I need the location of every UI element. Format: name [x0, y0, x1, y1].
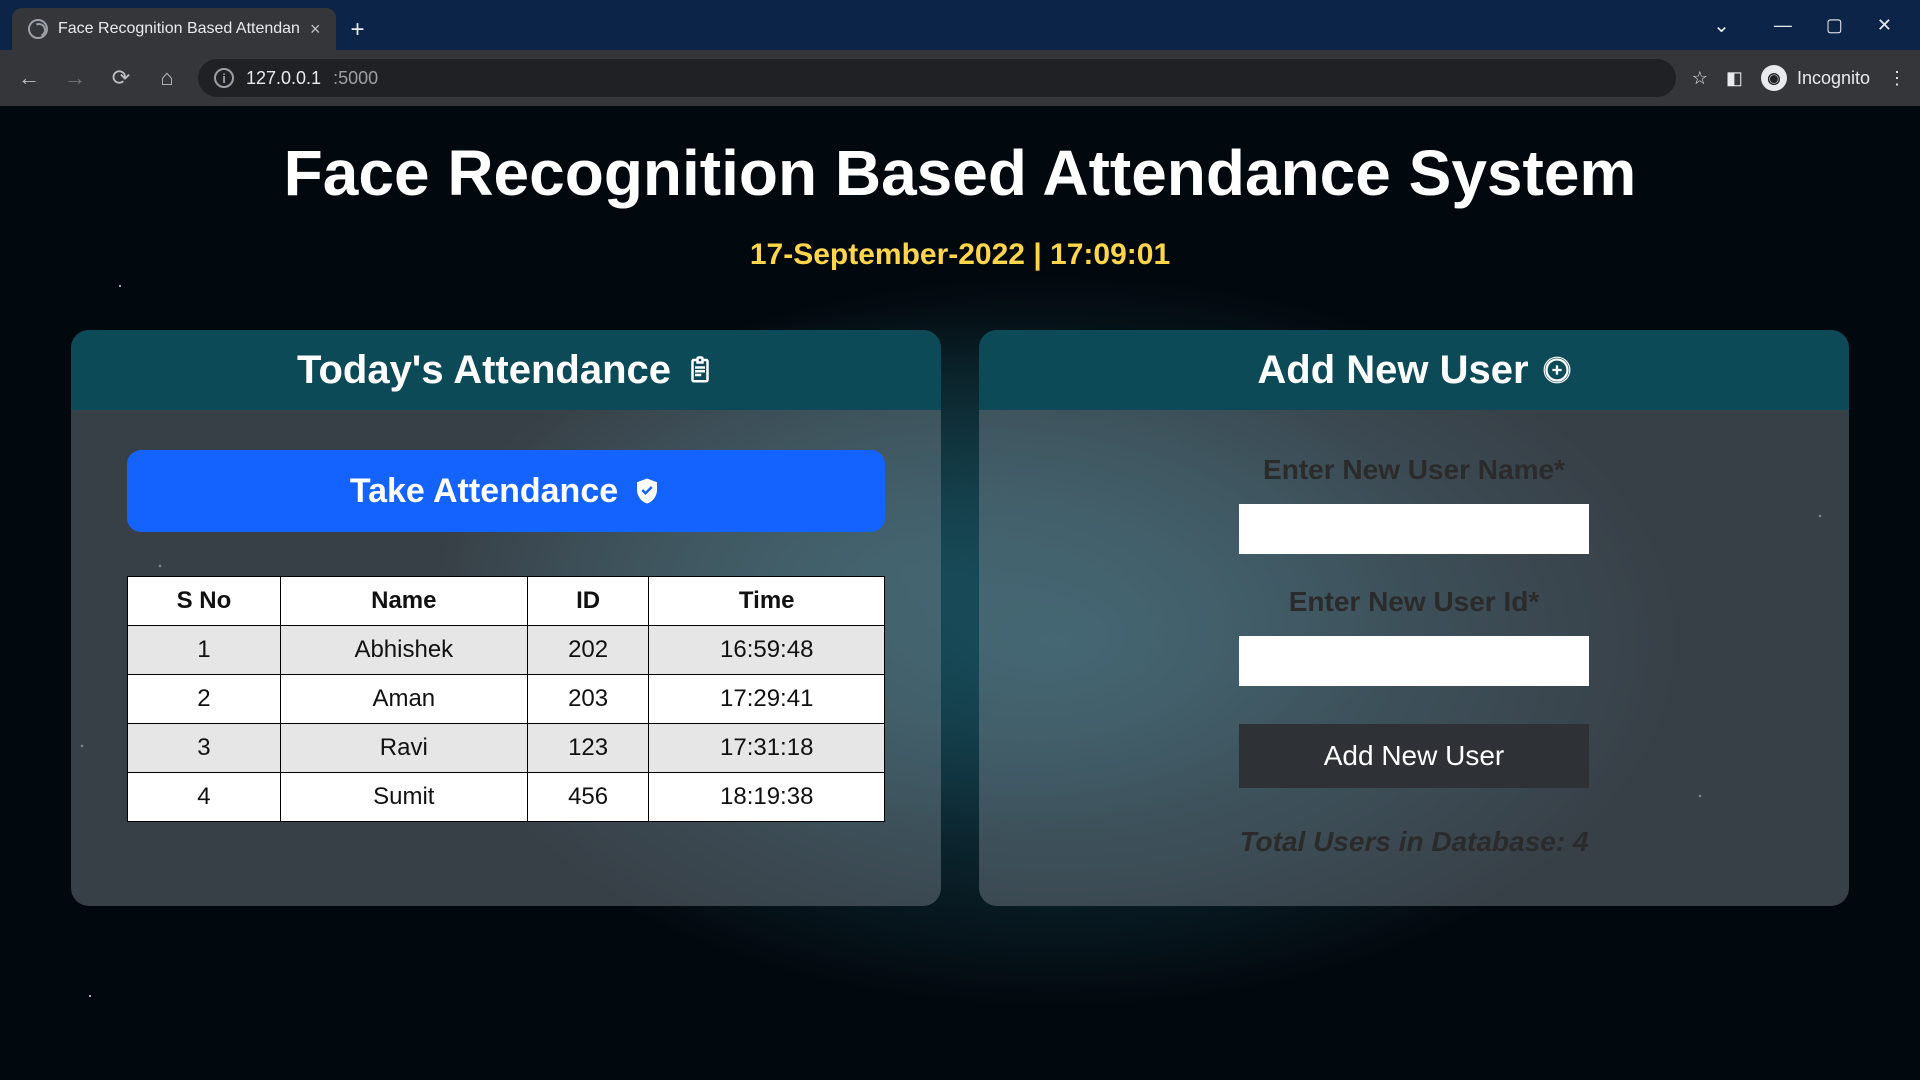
tab-title: Face Recognition Based Attendan	[58, 20, 300, 38]
incognito-icon: ◉	[1761, 65, 1787, 91]
table-cell: 17:31:18	[649, 724, 885, 773]
table-header-cell: Name	[280, 577, 527, 626]
kebab-menu-icon[interactable]: ⋮	[1888, 68, 1906, 89]
user-name-input[interactable]	[1239, 504, 1589, 554]
table-cell: 18:19:38	[649, 773, 885, 822]
table-cell: Aman	[280, 675, 527, 724]
new-tab-button[interactable]: +	[336, 10, 378, 50]
table-row: 1Abhishek20216:59:48	[128, 626, 885, 675]
incognito-label: Incognito	[1797, 68, 1870, 89]
add-user-panel-title: Add New User	[1257, 348, 1528, 393]
shield-check-icon	[632, 476, 662, 506]
table-cell: Abhishek	[280, 626, 527, 675]
page-body: Face Recognition Based Attendance System…	[0, 106, 1920, 1080]
attendance-panel-header: Today's Attendance	[71, 330, 941, 410]
table-header-cell: S No	[128, 577, 281, 626]
reload-button[interactable]: ⟳	[106, 65, 136, 91]
bookmark-star-icon[interactable]: ☆	[1692, 68, 1708, 89]
window-controls: ⌄ ― ▢ ✕	[1685, 0, 1920, 50]
globe-icon	[28, 19, 48, 39]
table-cell: 3	[128, 724, 281, 773]
table-cell: 202	[527, 626, 649, 675]
back-button[interactable]: ←	[14, 65, 44, 91]
browser-window: Face Recognition Based Attendan × + ⌄ ― …	[0, 0, 1920, 1080]
url-path: :5000	[333, 68, 378, 89]
home-button[interactable]: ⌂	[152, 65, 182, 91]
tab-search-icon[interactable]: ⌄	[1713, 13, 1730, 38]
url-host: 127.0.0.1	[246, 68, 321, 89]
address-bar[interactable]: i 127.0.0.1 :5000	[198, 59, 1676, 97]
attendance-panel-title: Today's Attendance	[297, 348, 671, 393]
user-id-input[interactable]	[1239, 636, 1589, 686]
plus-circle-icon	[1543, 356, 1571, 384]
table-cell: 16:59:48	[649, 626, 885, 675]
page-scroll[interactable]: Face Recognition Based Attendance System…	[0, 106, 1920, 1080]
table-cell: 203	[527, 675, 649, 724]
table-cell: 123	[527, 724, 649, 773]
page-viewport: Face Recognition Based Attendance System…	[0, 106, 1920, 1080]
site-info-icon[interactable]: i	[214, 68, 234, 88]
table-row: 3Ravi12317:31:18	[128, 724, 885, 773]
table-header-cell: ID	[527, 577, 649, 626]
add-user-button[interactable]: Add New User	[1239, 724, 1589, 788]
attendance-panel: Today's Attendance Take Attendance	[71, 330, 941, 906]
user-name-label: Enter New User Name*	[1263, 454, 1565, 486]
minimize-button[interactable]: ―	[1774, 15, 1792, 36]
close-window-button[interactable]: ✕	[1877, 15, 1892, 36]
table-cell: 1	[128, 626, 281, 675]
table-cell: 2	[128, 675, 281, 724]
page-title: Face Recognition Based Attendance System	[0, 136, 1920, 210]
table-cell: 4	[128, 773, 281, 822]
tab-strip: Face Recognition Based Attendan × + ⌄ ― …	[0, 0, 1920, 50]
clipboard-icon	[685, 354, 715, 386]
forward-button: →	[60, 65, 90, 91]
table-header-cell: Time	[649, 577, 885, 626]
maximize-button[interactable]: ▢	[1826, 15, 1843, 36]
attendance-table: S NoNameIDTime 1Abhishek20216:59:482Aman…	[127, 576, 885, 822]
page-datetime: 17-September-2022 | 17:09:01	[0, 238, 1920, 272]
user-id-label: Enter New User Id*	[1289, 586, 1540, 618]
table-row: 4Sumit45618:19:38	[128, 773, 885, 822]
table-cell: 456	[527, 773, 649, 822]
take-attendance-button[interactable]: Take Attendance	[127, 450, 885, 532]
close-tab-icon[interactable]: ×	[310, 19, 321, 40]
table-cell: Ravi	[280, 724, 527, 773]
side-panel-icon[interactable]: ◧	[1726, 68, 1743, 89]
total-users-text: Total Users in Database: 4	[1239, 826, 1588, 858]
add-user-button-label: Add New User	[1324, 740, 1505, 771]
table-cell: Sumit	[280, 773, 527, 822]
take-attendance-label: Take Attendance	[350, 472, 618, 511]
table-cell: 17:29:41	[649, 675, 885, 724]
browser-tab[interactable]: Face Recognition Based Attendan ×	[12, 8, 336, 50]
add-user-panel: Add New User Enter New User Name* Enter …	[979, 330, 1849, 906]
browser-toolbar: ← → ⟳ ⌂ i 127.0.0.1 :5000 ☆ ◧ ◉ Incognito…	[0, 50, 1920, 106]
incognito-indicator[interactable]: ◉ Incognito	[1761, 65, 1870, 91]
add-user-panel-header: Add New User	[979, 330, 1849, 410]
table-row: 2Aman20317:29:41	[128, 675, 885, 724]
